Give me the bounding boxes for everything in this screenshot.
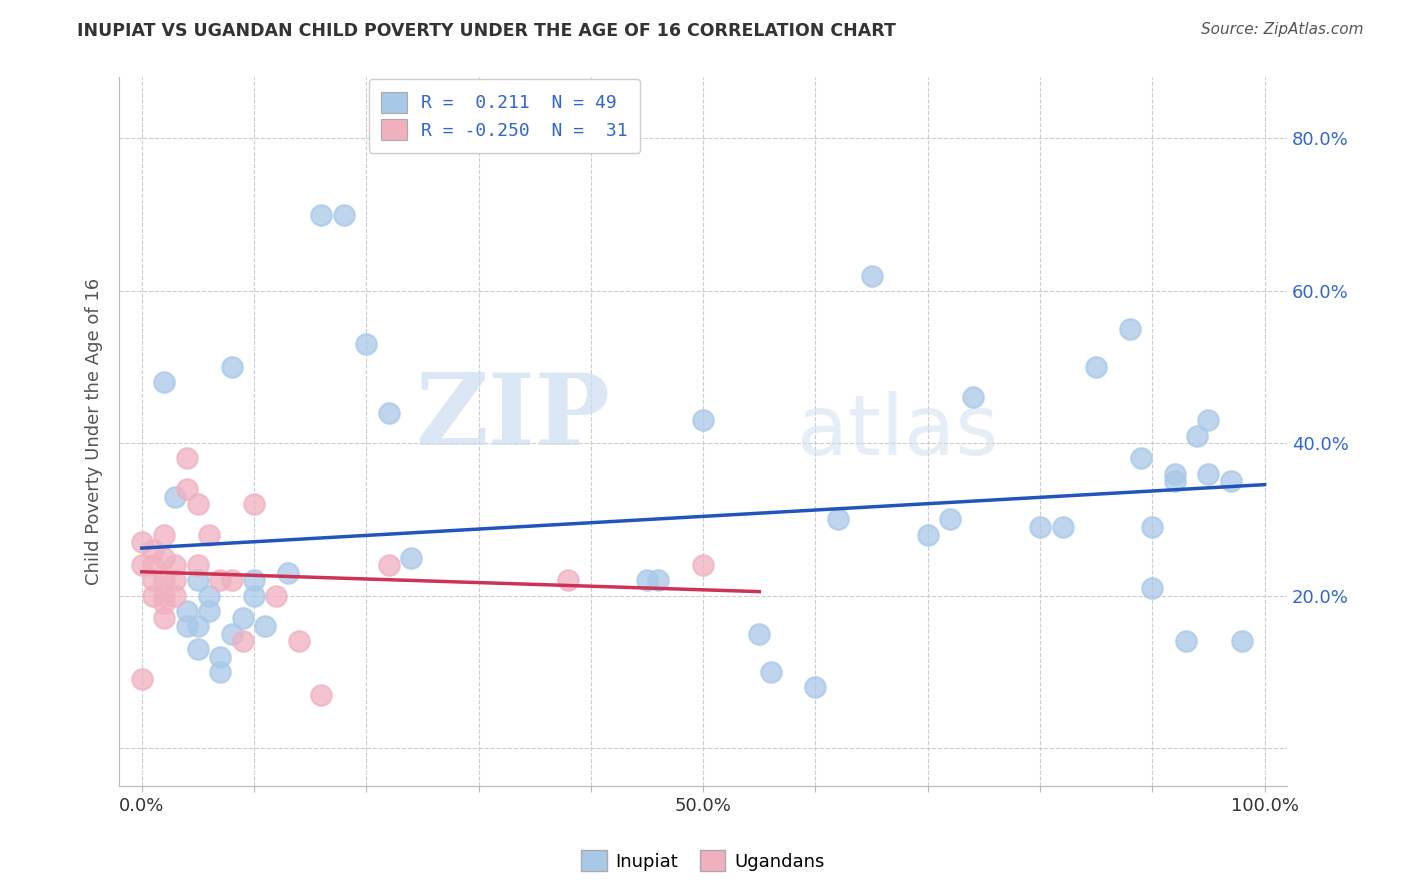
Point — [142, 542, 165, 557]
Legend: Inupiat, Ugandans: Inupiat, Ugandans — [574, 843, 832, 879]
Point — [131, 673, 153, 687]
Point — [759, 665, 782, 679]
Point — [1230, 634, 1253, 648]
Legend: R =  0.211  N = 49, R = -0.250  N =  31: R = 0.211 N = 49, R = -0.250 N = 31 — [368, 79, 641, 153]
Point — [198, 527, 221, 541]
Y-axis label: Child Poverty Under the Age of 16: Child Poverty Under the Age of 16 — [86, 278, 103, 585]
Point — [198, 589, 221, 603]
Point — [176, 451, 198, 466]
Point — [209, 665, 232, 679]
Point — [187, 558, 209, 573]
Point — [1164, 467, 1187, 481]
Point — [288, 634, 311, 648]
Point — [1187, 428, 1209, 442]
Point — [187, 497, 209, 511]
Text: Source: ZipAtlas.com: Source: ZipAtlas.com — [1201, 22, 1364, 37]
Point — [917, 527, 939, 541]
Point — [165, 490, 187, 504]
Point — [1142, 581, 1164, 595]
Point — [311, 208, 333, 222]
Point — [1175, 634, 1198, 648]
Point — [187, 574, 209, 588]
Point — [1029, 520, 1052, 534]
Point — [142, 558, 165, 573]
Point — [266, 589, 288, 603]
Point — [165, 589, 187, 603]
Point — [153, 550, 176, 565]
Text: ZIP: ZIP — [415, 369, 610, 467]
Point — [1085, 359, 1108, 374]
Point — [939, 512, 962, 526]
Point — [378, 406, 401, 420]
Point — [153, 596, 176, 610]
Point — [153, 527, 176, 541]
Point — [1130, 451, 1153, 466]
Point — [221, 626, 243, 640]
Point — [1198, 413, 1220, 427]
Point — [1164, 475, 1187, 489]
Point — [165, 574, 187, 588]
Text: atlas: atlas — [797, 392, 998, 472]
Point — [692, 413, 714, 427]
Point — [153, 574, 176, 588]
Point — [827, 512, 849, 526]
Point — [399, 550, 422, 565]
Point — [647, 574, 669, 588]
Point — [356, 337, 378, 351]
Text: INUPIAT VS UGANDAN CHILD POVERTY UNDER THE AGE OF 16 CORRELATION CHART: INUPIAT VS UGANDAN CHILD POVERTY UNDER T… — [77, 22, 896, 40]
Point — [221, 574, 243, 588]
Point — [243, 497, 266, 511]
Point — [1142, 520, 1164, 534]
Point — [153, 376, 176, 390]
Point — [142, 589, 165, 603]
Point — [198, 604, 221, 618]
Point — [1198, 467, 1220, 481]
Point — [748, 626, 770, 640]
Point — [311, 688, 333, 702]
Point — [636, 574, 658, 588]
Point — [692, 558, 714, 573]
Point — [131, 558, 153, 573]
Point — [243, 589, 266, 603]
Point — [1052, 520, 1074, 534]
Point — [176, 482, 198, 496]
Point — [176, 604, 198, 618]
Point — [187, 619, 209, 633]
Point — [557, 574, 579, 588]
Point — [176, 619, 198, 633]
Point — [243, 574, 266, 588]
Point — [254, 619, 277, 633]
Point — [142, 574, 165, 588]
Point — [860, 268, 883, 283]
Point — [232, 611, 254, 625]
Point — [962, 391, 984, 405]
Point — [165, 558, 187, 573]
Point — [187, 642, 209, 657]
Point — [153, 611, 176, 625]
Point — [1219, 475, 1241, 489]
Point — [232, 634, 254, 648]
Point — [1119, 322, 1142, 336]
Point — [131, 535, 153, 549]
Point — [209, 574, 232, 588]
Point — [221, 359, 243, 374]
Point — [333, 208, 356, 222]
Point — [378, 558, 401, 573]
Point — [153, 589, 176, 603]
Point — [209, 649, 232, 664]
Point — [804, 680, 827, 694]
Point — [277, 566, 299, 580]
